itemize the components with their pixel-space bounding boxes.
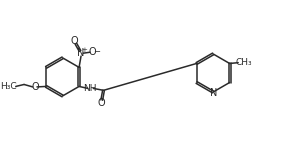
Text: O: O xyxy=(31,82,39,92)
Text: O: O xyxy=(98,98,106,108)
Text: CH₃: CH₃ xyxy=(235,58,252,67)
Text: N: N xyxy=(210,88,217,98)
Text: N: N xyxy=(77,48,85,58)
Text: −: − xyxy=(93,47,100,56)
Text: O: O xyxy=(71,37,79,46)
Text: +: + xyxy=(81,47,87,54)
Text: NH: NH xyxy=(84,84,97,93)
Text: O: O xyxy=(88,47,96,57)
Text: H₃C: H₃C xyxy=(1,82,17,91)
